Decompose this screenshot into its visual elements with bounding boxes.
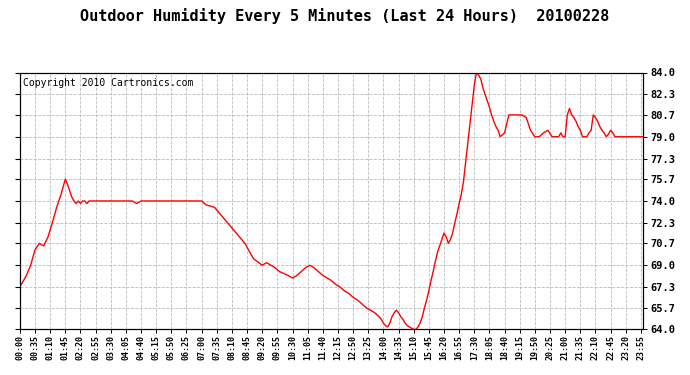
Text: Outdoor Humidity Every 5 Minutes (Last 24 Hours)  20100228: Outdoor Humidity Every 5 Minutes (Last 2… [80, 8, 610, 24]
Text: Copyright 2010 Cartronics.com: Copyright 2010 Cartronics.com [23, 78, 193, 88]
